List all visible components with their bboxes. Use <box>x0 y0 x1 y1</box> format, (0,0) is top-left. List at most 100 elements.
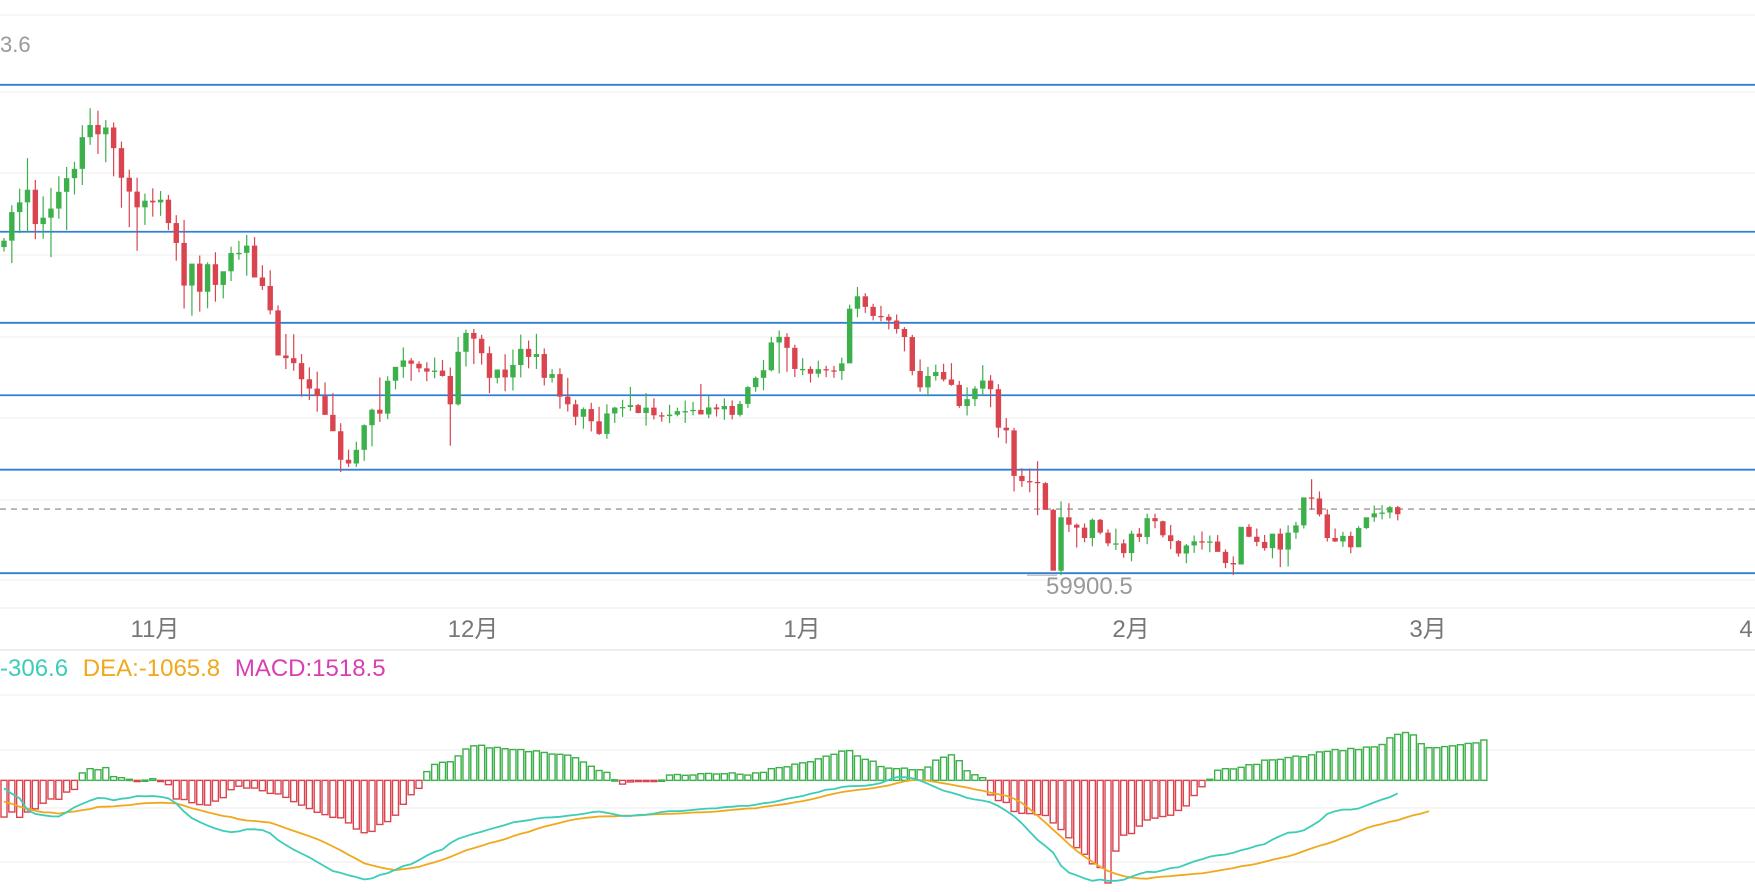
macd-bar <box>634 779 642 783</box>
macd-bar <box>1472 742 1480 782</box>
macd-bar <box>1464 742 1472 782</box>
candle <box>337 423 344 472</box>
candle-body <box>886 316 892 321</box>
candle-body <box>792 347 798 369</box>
candle <box>416 361 422 373</box>
candle <box>1144 513 1150 545</box>
candle <box>353 441 360 468</box>
price-top-label: 3.6 <box>0 32 31 57</box>
candle <box>1003 417 1009 444</box>
candle-body <box>995 389 1002 428</box>
candle <box>1230 556 1237 576</box>
candle <box>1027 468 1033 493</box>
macd-bar <box>1143 779 1151 821</box>
macd-bar <box>1441 745 1449 782</box>
candle-body <box>565 396 571 405</box>
macd-bar <box>1002 779 1010 804</box>
macd-bar <box>579 761 588 782</box>
candle <box>839 357 845 380</box>
macd-bar <box>274 779 282 795</box>
macd-bar <box>227 779 235 791</box>
candle-body <box>1285 532 1291 550</box>
macd-bar <box>564 754 572 782</box>
macd-bar <box>368 779 376 833</box>
macd-bar <box>1198 779 1206 788</box>
macd-bar <box>1433 746 1441 782</box>
candle-body <box>32 189 39 225</box>
macd-bar <box>1151 779 1159 819</box>
macd-bar <box>658 779 666 783</box>
candle-body <box>1019 475 1025 482</box>
candle-body <box>1128 533 1135 554</box>
candle-body <box>917 371 923 388</box>
candle-body <box>1301 497 1307 526</box>
candle <box>48 187 54 258</box>
candle <box>322 382 328 415</box>
candle-body <box>1074 524 1080 528</box>
candle-body <box>776 336 782 343</box>
candle <box>126 169 132 228</box>
candle <box>1042 482 1049 510</box>
macd-bar <box>1135 779 1144 827</box>
macd-bar <box>1057 779 1065 831</box>
candle <box>1301 497 1307 529</box>
candle-body <box>619 407 626 409</box>
candle <box>651 398 657 420</box>
macd-bar <box>1386 737 1394 782</box>
candle-body <box>416 363 422 369</box>
macd-legend-value: MACD:1518.5 <box>235 655 386 682</box>
candle <box>447 367 454 446</box>
macd-bar <box>360 779 368 834</box>
candle <box>1160 520 1166 538</box>
candle-body <box>212 264 219 285</box>
candle-body <box>1355 528 1362 548</box>
candle-body <box>24 189 31 203</box>
candle-body <box>1034 481 1041 484</box>
candle <box>768 336 775 372</box>
macd-bar <box>1018 779 1026 815</box>
candle-body <box>1214 541 1221 552</box>
candle <box>1293 521 1299 539</box>
candle-body <box>956 384 962 406</box>
candle <box>752 376 759 392</box>
candle-body <box>306 379 313 389</box>
candle <box>32 180 39 240</box>
macd-bar <box>1096 779 1104 869</box>
macd-bar <box>1166 779 1175 816</box>
candle <box>71 161 78 195</box>
low-price-annotation: 59900.5 <box>1046 573 1133 600</box>
candle <box>197 255 203 312</box>
candle-body <box>651 407 657 416</box>
macd-bar <box>814 758 823 782</box>
dea-line <box>3 779 1430 880</box>
macd-bar <box>939 756 948 782</box>
macd-bar <box>1401 731 1410 782</box>
candle-body <box>784 336 790 348</box>
candle-body <box>16 202 23 213</box>
candle <box>1058 501 1064 576</box>
candle-body <box>980 380 986 389</box>
macd-bar <box>1480 739 1488 782</box>
macd-bar <box>955 760 963 782</box>
macd-bar <box>1245 763 1253 782</box>
candle-body <box>690 409 696 412</box>
candle-body <box>1222 551 1229 564</box>
candle <box>713 404 720 417</box>
macd-bar <box>979 777 987 782</box>
candle-body <box>298 363 305 380</box>
candle <box>118 141 125 208</box>
candle <box>776 330 782 374</box>
candle <box>150 188 156 217</box>
macd-bar <box>673 773 682 782</box>
macd-bar <box>1425 746 1433 782</box>
candle <box>565 377 571 412</box>
macd-bar <box>798 762 807 782</box>
macd-bar <box>125 778 133 782</box>
candle <box>1089 518 1096 547</box>
candle <box>878 305 884 322</box>
candle-body <box>118 148 125 178</box>
candle <box>1269 533 1276 559</box>
macd-bar <box>1159 779 1167 818</box>
candle-body <box>173 223 179 243</box>
